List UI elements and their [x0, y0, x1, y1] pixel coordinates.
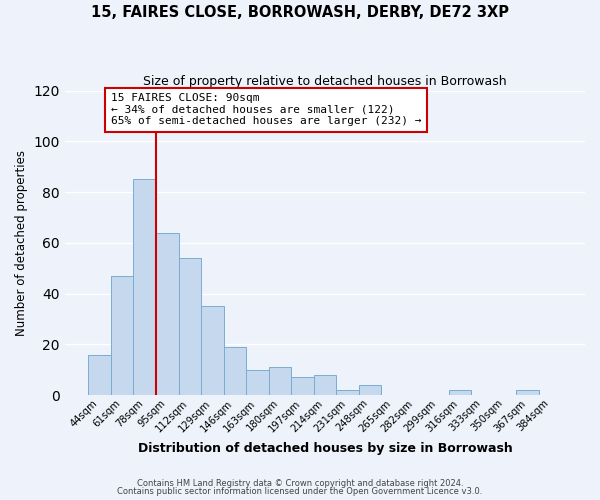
Bar	[291, 378, 314, 396]
Bar	[111, 276, 133, 396]
Title: Size of property relative to detached houses in Borrowash: Size of property relative to detached ho…	[143, 75, 507, 88]
Bar	[336, 390, 359, 396]
Bar	[224, 347, 246, 396]
Bar	[269, 368, 291, 396]
Bar	[449, 390, 471, 396]
Bar	[133, 180, 156, 396]
X-axis label: Distribution of detached houses by size in Borrowash: Distribution of detached houses by size …	[137, 442, 512, 455]
Bar	[179, 258, 201, 396]
Bar	[517, 390, 539, 396]
Bar	[201, 306, 224, 396]
Bar	[314, 375, 336, 396]
Text: 15, FAIRES CLOSE, BORROWASH, DERBY, DE72 3XP: 15, FAIRES CLOSE, BORROWASH, DERBY, DE72…	[91, 5, 509, 20]
Bar	[88, 354, 111, 396]
Bar	[156, 233, 179, 396]
Text: 15 FAIRES CLOSE: 90sqm
← 34% of detached houses are smaller (122)
65% of semi-de: 15 FAIRES CLOSE: 90sqm ← 34% of detached…	[111, 93, 421, 126]
Bar	[246, 370, 269, 396]
Y-axis label: Number of detached properties: Number of detached properties	[15, 150, 28, 336]
Text: Contains HM Land Registry data © Crown copyright and database right 2024.: Contains HM Land Registry data © Crown c…	[137, 478, 463, 488]
Bar	[359, 385, 381, 396]
Text: Contains public sector information licensed under the Open Government Licence v3: Contains public sector information licen…	[118, 488, 482, 496]
